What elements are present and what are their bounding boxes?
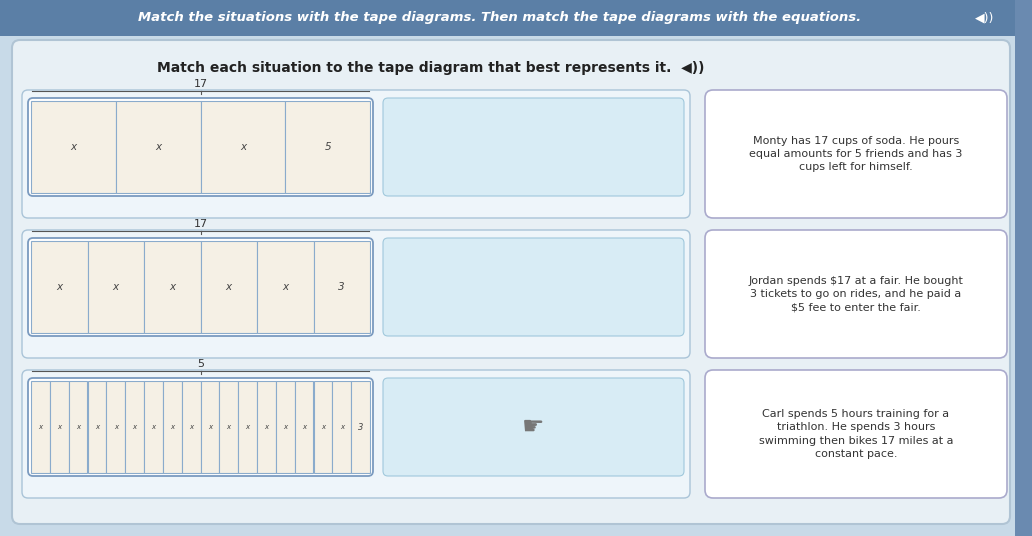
Bar bbox=[314, 381, 332, 473]
FancyBboxPatch shape bbox=[705, 90, 1007, 218]
Bar bbox=[88, 381, 106, 473]
FancyBboxPatch shape bbox=[28, 98, 373, 196]
Text: Monty has 17 cups of soda. He pours
equal amounts for 5 friends and has 3
cups l: Monty has 17 cups of soda. He pours equa… bbox=[749, 136, 963, 172]
Text: 17: 17 bbox=[193, 79, 207, 89]
Text: x: x bbox=[282, 282, 288, 292]
Bar bbox=[257, 381, 276, 473]
Bar bbox=[31, 101, 116, 193]
Bar bbox=[144, 241, 200, 333]
Text: 3: 3 bbox=[338, 282, 345, 292]
Bar bbox=[144, 381, 163, 473]
Text: 5: 5 bbox=[197, 359, 204, 369]
Bar bbox=[31, 241, 88, 333]
Text: x: x bbox=[76, 424, 80, 430]
Bar bbox=[200, 101, 285, 193]
Bar bbox=[295, 381, 314, 473]
Bar bbox=[200, 241, 257, 333]
Text: x: x bbox=[38, 424, 42, 430]
Text: Match each situation to the tape diagram that best represents it.  ◀)): Match each situation to the tape diagram… bbox=[158, 61, 705, 75]
FancyBboxPatch shape bbox=[705, 370, 1007, 498]
Bar bbox=[238, 381, 257, 473]
Text: ◀)): ◀)) bbox=[975, 11, 995, 25]
Text: x: x bbox=[283, 424, 287, 430]
Bar bbox=[200, 381, 220, 473]
Text: ☛: ☛ bbox=[522, 415, 545, 439]
Text: x: x bbox=[226, 282, 232, 292]
Bar bbox=[50, 381, 69, 473]
Text: x: x bbox=[132, 424, 136, 430]
Text: Carl spends 5 hours training for a
triathlon. He spends 3 hours
swimming then bi: Carl spends 5 hours training for a triat… bbox=[759, 409, 954, 459]
Text: x: x bbox=[189, 424, 193, 430]
Text: Match the situations with the tape diagrams. Then match the tape diagrams with t: Match the situations with the tape diagr… bbox=[138, 11, 862, 25]
Text: x: x bbox=[169, 282, 175, 292]
Bar bbox=[125, 381, 144, 473]
Text: x: x bbox=[239, 142, 246, 152]
Bar bbox=[276, 381, 295, 473]
Text: x: x bbox=[246, 424, 250, 430]
Bar bbox=[182, 381, 200, 473]
Text: 17: 17 bbox=[193, 219, 207, 229]
FancyBboxPatch shape bbox=[22, 90, 690, 218]
Text: x: x bbox=[207, 424, 212, 430]
Text: x: x bbox=[321, 424, 325, 430]
FancyBboxPatch shape bbox=[383, 238, 684, 336]
Bar bbox=[351, 381, 370, 473]
Bar bbox=[332, 381, 351, 473]
Bar bbox=[257, 241, 314, 333]
FancyBboxPatch shape bbox=[12, 40, 1010, 524]
Bar bbox=[1015, 0, 1032, 536]
Text: x: x bbox=[264, 424, 268, 430]
Text: x: x bbox=[302, 424, 307, 430]
Text: x: x bbox=[155, 142, 161, 152]
FancyBboxPatch shape bbox=[28, 378, 373, 476]
Text: 3: 3 bbox=[358, 422, 363, 431]
Bar bbox=[0, 0, 1020, 36]
Bar bbox=[163, 381, 182, 473]
FancyBboxPatch shape bbox=[705, 230, 1007, 358]
Bar bbox=[31, 381, 50, 473]
FancyBboxPatch shape bbox=[383, 378, 684, 476]
Bar bbox=[285, 101, 370, 193]
Text: 5: 5 bbox=[324, 142, 331, 152]
Text: x: x bbox=[170, 424, 174, 430]
Text: x: x bbox=[70, 142, 76, 152]
Text: x: x bbox=[57, 424, 61, 430]
Text: Jordan spends $17 at a fair. He bought
3 tickets to go on rides, and he paid a
$: Jordan spends $17 at a fair. He bought 3… bbox=[748, 276, 964, 312]
Text: x: x bbox=[152, 424, 156, 430]
FancyBboxPatch shape bbox=[383, 98, 684, 196]
FancyBboxPatch shape bbox=[22, 370, 690, 498]
Text: x: x bbox=[340, 424, 344, 430]
Bar bbox=[88, 241, 144, 333]
FancyBboxPatch shape bbox=[28, 238, 373, 336]
Bar bbox=[106, 381, 125, 473]
Bar bbox=[220, 381, 238, 473]
Bar bbox=[314, 241, 370, 333]
Text: x: x bbox=[95, 424, 99, 430]
FancyBboxPatch shape bbox=[22, 230, 690, 358]
Text: x: x bbox=[227, 424, 231, 430]
Bar bbox=[69, 381, 88, 473]
Bar bbox=[116, 101, 200, 193]
Text: x: x bbox=[56, 282, 62, 292]
Text: x: x bbox=[112, 282, 119, 292]
Text: x: x bbox=[114, 424, 118, 430]
